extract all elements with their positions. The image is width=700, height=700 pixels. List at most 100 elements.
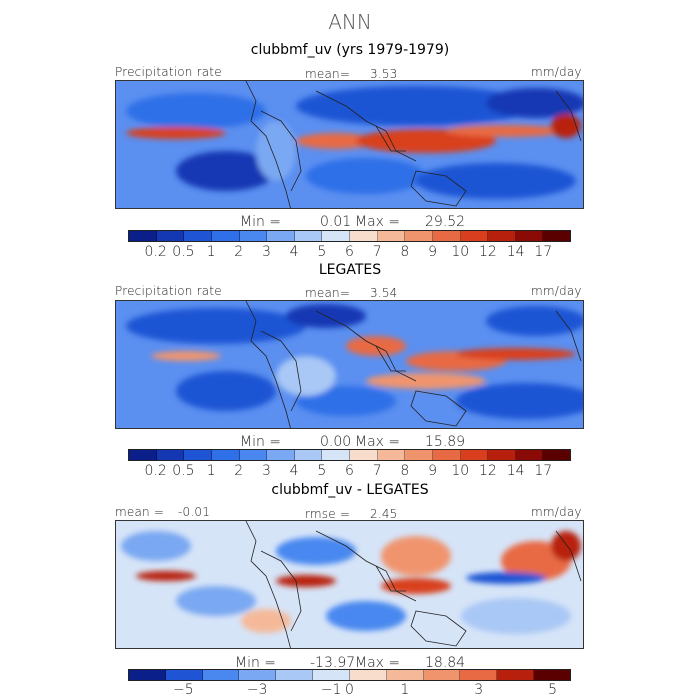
panel1-colorbar [128,230,571,242]
colorbar-tick-label: 2 [234,244,244,260]
colorbar-swatch [534,670,570,680]
colorbar-tick-label: 0 [345,682,354,698]
panel1-heading: clubbmf_uv (yrs 1979-1979) [250,42,450,58]
panel1-min-label: Min = [240,214,282,230]
colorbar-tick-label: 9 [428,463,438,479]
panel2-precip-map [115,300,584,429]
colorbar-swatch [349,670,387,680]
colorbar-tick-label: −3 [246,682,268,698]
panel3-min-label: Min = [235,655,277,671]
colorbar-tick-label: 14 [506,244,525,260]
colorbar-swatch [377,450,406,460]
colorbar-swatch [211,231,240,241]
colorbar-swatch [211,450,240,460]
panel1-min-value: 0.01 [320,214,352,230]
colorbar-tick-label: 4 [289,463,299,479]
colorbar-tick-label: 1 [400,682,410,698]
colorbar-swatch [267,450,295,460]
colorbar-swatch [239,670,277,680]
colorbar-swatch [156,231,185,241]
panel2-map-svg [116,301,583,428]
colorbar-tick-label: −1 [320,682,342,698]
colorbar-swatch [543,450,570,460]
colorbar-tick-label: 1 [206,463,216,479]
colorbar-swatch [322,231,350,241]
colorbar-tick-label: 7 [372,463,382,479]
panel1-max-value: 29.52 [425,214,466,230]
colorbar-tick-label: 5 [548,682,557,698]
colorbar-swatch [460,231,489,241]
colorbar-swatch [313,670,350,680]
colorbar-swatch [184,231,212,241]
colorbar-tick-label: 12 [479,244,497,260]
panel1-colorbar-ticks: 0.2 0.5 1 2 3 4 5 6 7 8 9 10 12 14 17 [128,244,571,260]
panel3-mean-value: -0.01 [178,505,211,519]
panel2-max-label: Max = [355,434,401,450]
colorbar-swatch [350,450,378,460]
panel2-heading: LEGATES [318,262,382,278]
panel1-max-label: Max = [355,214,401,230]
colorbar-swatch [294,231,323,241]
colorbar-swatch [129,450,157,460]
colorbar-tick-label: 12 [479,463,497,479]
colorbar-tick-label: 6 [345,463,354,479]
panel1-coastlines [245,81,582,208]
panel2-colorbar [128,449,571,461]
panel3-coastlines [245,521,582,648]
panel3-rmse-value: 2.45 [370,507,398,521]
colorbar-swatch [350,231,378,241]
colorbar-tick-label: 17 [534,463,553,479]
colorbar-tick-label: 6 [345,244,354,260]
panel2-min-value: 0.00 [320,434,352,450]
colorbar-tick-label: 4 [289,244,299,260]
colorbar-swatch [239,231,268,241]
colorbar-swatch [276,670,314,680]
colorbar-swatch [156,450,185,460]
colorbar-tick-label: 14 [506,463,525,479]
colorbar-swatch [322,450,350,460]
colorbar-swatch [497,670,535,680]
colorbar-swatch [202,670,240,680]
colorbar-swatch [405,231,433,241]
colorbar-swatch [460,670,498,680]
colorbar-tick-label: 8 [400,244,410,260]
panel3-max-value: 18.84 [425,655,466,671]
colorbar-tick-label: 17 [534,244,553,260]
colorbar-tick-label: 3 [474,682,484,698]
colorbar-tick-label: 2 [234,463,244,479]
colorbar-tick-label: 0.2 [144,463,167,479]
colorbar-swatch [129,231,157,241]
page-title: ANN [328,10,372,34]
panel3-map-svg [116,521,583,648]
colorbar-swatch [377,231,406,241]
panel1-units-label: mm/day [531,65,582,79]
panel2-coastlines [245,301,582,428]
panel2-colorbar-ticks: 0.2 0.5 1 2 3 4 5 6 7 8 9 10 12 14 17 [128,463,571,479]
colorbar-swatch [543,231,570,241]
panel1-map-svg [116,81,583,208]
colorbar-tick-label: 9 [428,244,438,260]
colorbar-swatch [267,231,295,241]
colorbar-tick-label: 10 [451,244,470,260]
panel2-mean-label: mean= [305,286,351,300]
colorbar-swatch [423,670,461,680]
panel1-precip-map [115,80,584,209]
panel3-mean-label: mean = [115,505,165,519]
colorbar-tick-label: 0.5 [172,244,195,260]
colorbar-swatch [515,231,544,241]
colorbar-swatch [432,231,461,241]
colorbar-tick-label: 5 [317,463,327,479]
colorbar-tick-label: 0.2 [144,244,167,260]
panel3-min-value: -13.97 [310,655,356,671]
panel2-max-value: 15.89 [425,434,466,450]
panel2-units-label: mm/day [531,284,582,298]
panel1-variable-label: Precipitation rate [115,65,222,79]
colorbar-swatch [488,450,516,460]
panel3-heading: clubbmf_uv - LEGATES [271,482,429,498]
colorbar-tick-label: 3 [261,463,271,479]
colorbar-tick-label: 1 [206,244,216,260]
colorbar-tick-label: 7 [372,244,382,260]
panel2-min-label: Min = [240,434,282,450]
colorbar-tick-label: 10 [451,463,470,479]
panel3-difference-map [115,520,584,649]
